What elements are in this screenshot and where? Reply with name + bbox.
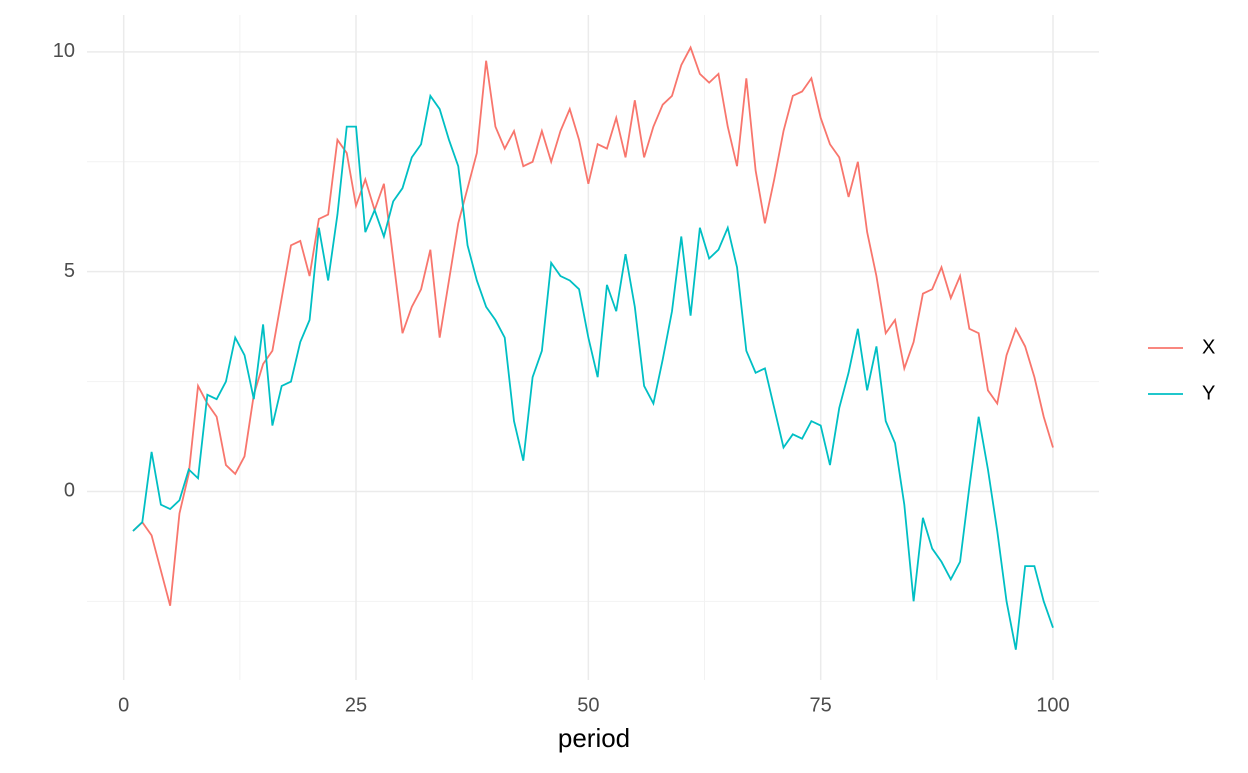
x-tick-label: 100	[1036, 694, 1069, 716]
y-tick-label: 5	[64, 260, 75, 282]
x-tick-label: 75	[810, 694, 832, 716]
legend-label: Y	[1202, 382, 1215, 404]
y-tick-label: 0	[64, 480, 75, 502]
x-tick-label: 25	[345, 694, 367, 716]
y-tick-label: 10	[53, 40, 75, 62]
series-line	[132, 45, 1054, 606]
x-axis-title: period	[558, 723, 630, 753]
x-tick-label: 50	[577, 694, 599, 716]
series-line	[132, 93, 1054, 650]
x-tick-label: 0	[118, 694, 129, 716]
legend-label: X	[1202, 336, 1215, 358]
